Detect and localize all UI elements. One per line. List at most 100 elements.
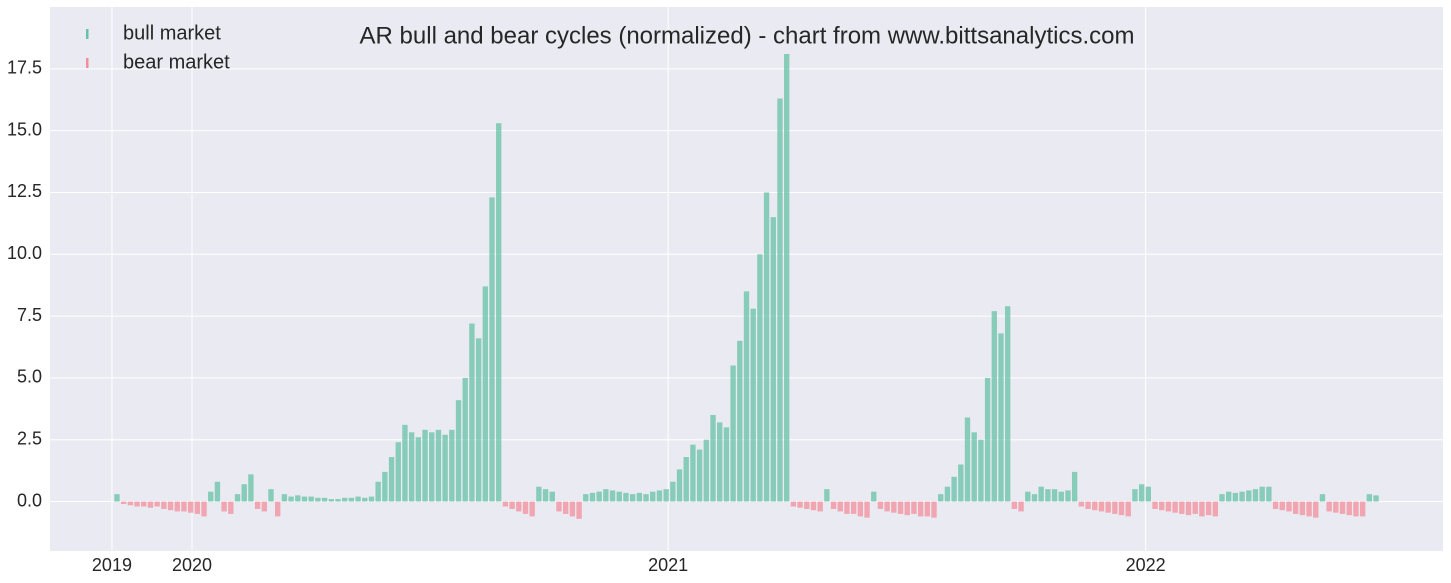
bar: [114, 494, 120, 502]
bar: [221, 501, 227, 512]
bar: [1038, 486, 1044, 502]
bar: [1319, 494, 1326, 502]
bar: [663, 489, 669, 502]
bar: [958, 464, 964, 502]
bar: [201, 501, 207, 517]
bar: [1179, 501, 1185, 514]
bar: [837, 501, 843, 512]
bar: [1152, 501, 1158, 509]
bar: [1058, 491, 1064, 502]
legend-label: bear market: [123, 51, 230, 73]
bar: [536, 486, 542, 502]
bar: [710, 415, 716, 502]
ticks: 0.0 2.5 5.0 7.5 10.0 12.5 15.0 17.5 2019 2020 2021…: [7, 58, 1166, 575]
bar: [623, 492, 629, 502]
bar: [844, 501, 850, 514]
bar: [141, 501, 147, 507]
bar: [1118, 501, 1125, 516]
bar: [275, 501, 281, 517]
bar: [897, 501, 904, 514]
bar: [214, 481, 221, 502]
legend-marker: [86, 29, 89, 39]
bar: [1266, 486, 1272, 502]
bar: [569, 501, 576, 517]
bar: [998, 333, 1004, 502]
bar: [609, 490, 616, 502]
bars: [114, 53, 1379, 519]
bar: [1299, 501, 1306, 516]
bar: [797, 501, 803, 508]
bar: [924, 501, 931, 517]
bar: [1092, 501, 1098, 511]
bar: [435, 429, 442, 502]
bar: [1132, 489, 1138, 502]
bar: [120, 501, 127, 505]
bar: [402, 424, 408, 502]
bar: [509, 501, 515, 509]
bar: [978, 439, 984, 502]
bar: [335, 499, 341, 502]
bar: [944, 486, 951, 502]
bar: [629, 494, 636, 502]
bar: [328, 499, 334, 502]
bar: [295, 495, 301, 502]
bar: [589, 492, 596, 502]
bar: [737, 340, 743, 502]
bar: [596, 491, 602, 502]
x-tick-label: 2021: [648, 555, 688, 575]
bar: [1246, 490, 1252, 502]
bar: [475, 338, 482, 502]
bar: [1286, 501, 1292, 512]
bar: [241, 484, 247, 502]
bar: [562, 501, 569, 514]
bar: [951, 476, 957, 502]
bar: [181, 501, 187, 512]
bar: [784, 53, 790, 502]
bar: [690, 444, 696, 502]
bar: [208, 491, 214, 502]
y-tick-label: 15.0: [7, 119, 42, 139]
bar: [1366, 494, 1373, 502]
bar: [1192, 501, 1198, 514]
bar: [1138, 484, 1145, 502]
y-tick-label: 17.5: [7, 58, 42, 78]
bar: [1031, 494, 1038, 502]
bar: [763, 192, 770, 502]
bar: [248, 474, 254, 502]
bar: [234, 494, 241, 502]
bar: [790, 501, 797, 507]
bar: [1212, 501, 1218, 517]
bar: [529, 501, 535, 517]
bar: [804, 501, 810, 509]
bar: [971, 432, 977, 502]
bar: [650, 491, 656, 502]
bar: [395, 442, 401, 502]
bar: [723, 427, 730, 502]
bar: [1306, 501, 1312, 517]
bar: [375, 481, 381, 502]
bar: [147, 501, 154, 508]
bar: [301, 496, 308, 502]
bar: [1045, 489, 1051, 502]
x-tick-label: 2022: [1126, 555, 1166, 575]
legend-label: bull market: [123, 22, 221, 44]
bar: [442, 434, 448, 502]
bar: [777, 98, 783, 502]
bar: [830, 501, 837, 509]
bar: [315, 497, 321, 502]
bar: [355, 496, 361, 502]
bar: [382, 471, 388, 502]
y-tick-label: 7.5: [17, 305, 42, 325]
bar: [891, 501, 897, 513]
y-tick-label: 5.0: [17, 367, 42, 387]
bar: [1333, 501, 1339, 513]
bar: [1292, 501, 1299, 514]
bar: [1353, 501, 1359, 517]
bar: [1065, 490, 1071, 502]
bar: [341, 497, 348, 502]
bar: [670, 481, 676, 502]
bar: [281, 494, 288, 502]
bar: [415, 437, 422, 502]
bar: [576, 501, 582, 519]
bar: [1025, 491, 1031, 502]
